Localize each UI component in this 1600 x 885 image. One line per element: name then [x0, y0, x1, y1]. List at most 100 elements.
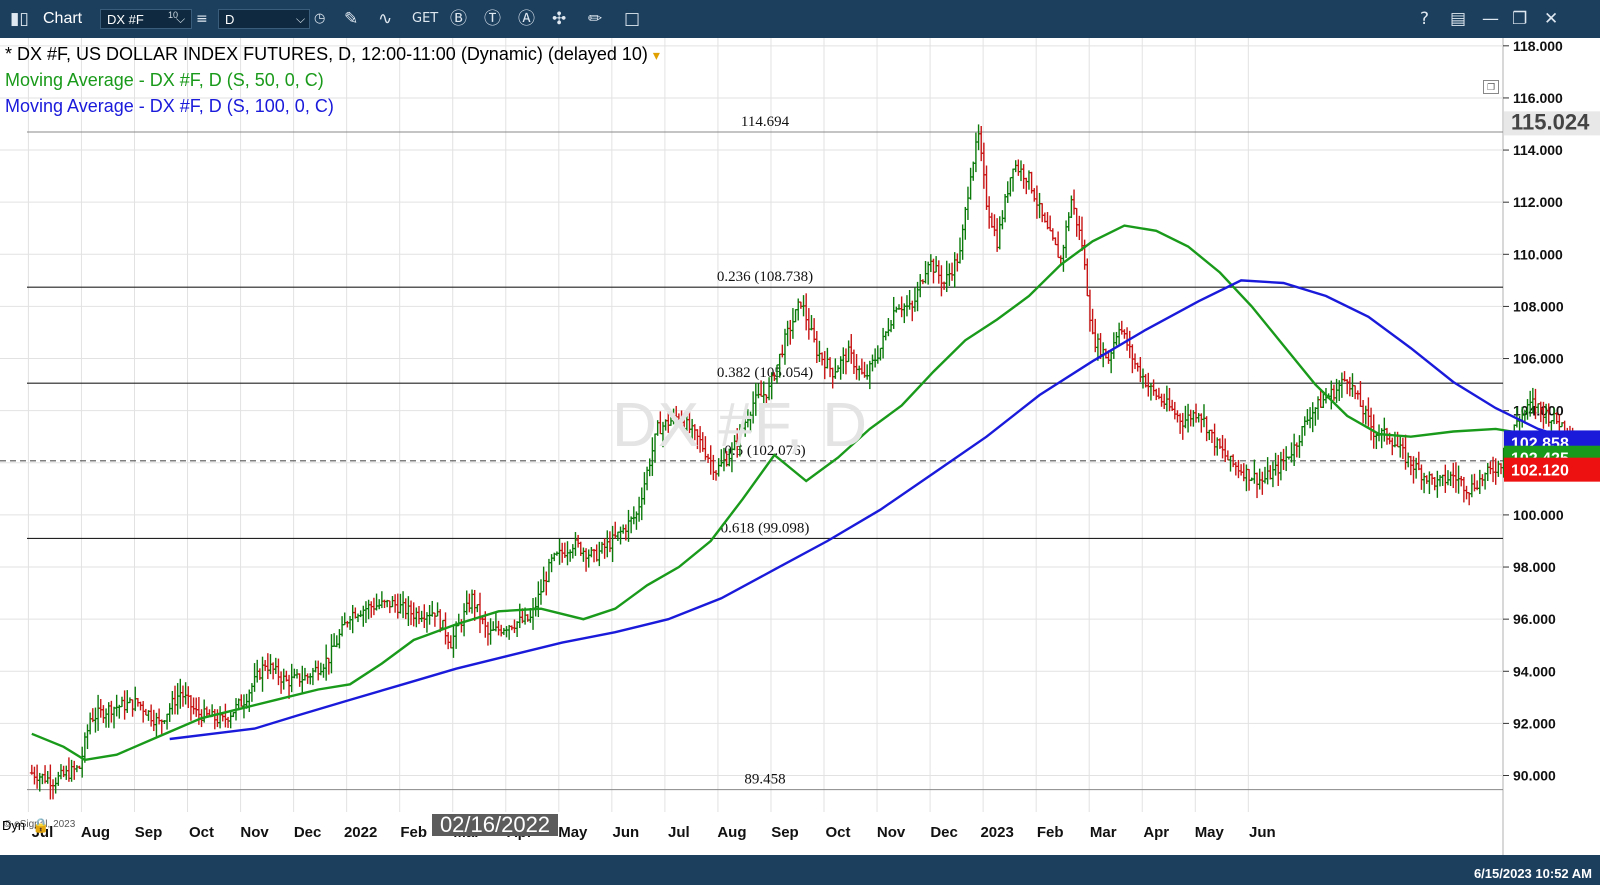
ohlc-bar: [194, 697, 199, 717]
ohlc-bar: [403, 598, 408, 620]
ohlc-bar: [72, 760, 77, 780]
comment-icon[interactable]: □: [624, 9, 641, 29]
ohlc-bar: [968, 167, 973, 200]
ohlc-bar: [186, 686, 191, 709]
ohlc-bar: [371, 597, 376, 616]
ohlc-bar: [1334, 378, 1339, 403]
help-icon[interactable]: ?: [1420, 9, 1430, 29]
ohlc-bar: [557, 538, 562, 565]
x-tick-label: Jun: [1249, 824, 1276, 841]
chevron-down-icon[interactable]: ⌵: [176, 12, 186, 26]
b-icon[interactable]: Ⓑ: [450, 9, 467, 29]
ohlc-bar: [1483, 472, 1488, 490]
ohlc-bar: [870, 354, 875, 372]
maximize-pane-icon[interactable]: ❐: [1483, 80, 1499, 94]
ohlc-bar: [260, 656, 265, 692]
ohlc-bar: [1459, 475, 1464, 487]
y-tick-label: 106.000: [1513, 351, 1564, 367]
ohlc-bar: [873, 348, 878, 368]
dynamic-mode-label[interactable]: Dyn: [2, 818, 26, 833]
crosshair-icon[interactable]: ✣: [552, 9, 567, 29]
ohlc-bar: [1422, 472, 1427, 494]
ohlc-bar: [1114, 331, 1119, 346]
chart-area[interactable]: Jul Aug Sep Oct Nov Dec 2022 Feb Mar Apr May Jun Jul…: [0, 38, 1600, 885]
x-tick-label: Jul: [32, 824, 54, 841]
minimize-icon[interactable]: —: [1482, 9, 1499, 29]
ohlc-bar: [1278, 451, 1283, 481]
chart-bars-icon[interactable]: ▮▯: [10, 9, 29, 29]
ohlc-bar: [615, 531, 620, 541]
lock-icon[interactable]: 🔒: [32, 817, 50, 833]
ohlc-bar: [414, 607, 419, 628]
clock-icon[interactable]: ◷: [314, 11, 326, 26]
ohlc-bar: [302, 667, 307, 681]
ohlc-bar: [446, 632, 451, 650]
ohlc-bar: [122, 690, 127, 720]
ohlc-bar: [499, 624, 504, 637]
ohlc-bar: [401, 591, 406, 619]
ohlc-bar: [1045, 211, 1050, 230]
t-icon[interactable]: Ⓣ: [484, 9, 501, 29]
ohlc-bar: [995, 218, 1000, 252]
ohlc-bar: [1424, 475, 1429, 484]
ohlc-bar: [114, 694, 119, 717]
symbol-input[interactable]: DX #F: [100, 9, 192, 29]
ohlc-bar: [589, 546, 594, 558]
ohlc-bar: [1024, 177, 1029, 195]
ohlc-bar: [308, 673, 313, 685]
get-icon[interactable]: GET: [412, 11, 439, 26]
x-tick-label: Jul: [668, 824, 690, 841]
interval-input[interactable]: D: [218, 9, 310, 29]
y-tick-label: 92.000: [1513, 715, 1556, 731]
a-icon[interactable]: Ⓐ: [518, 9, 535, 29]
ohlc-bar: [393, 594, 398, 613]
ohlc-bar: [1477, 469, 1482, 495]
ohlc-bar: [894, 306, 899, 313]
menu-lines-icon[interactable]: ≡: [196, 11, 208, 27]
legend-price-text: * DX #F, US DOLLAR INDEX FUTURES, D, 12:…: [5, 44, 648, 64]
ohlc-bar: [167, 703, 172, 722]
restore-icon[interactable]: ❐: [1512, 9, 1528, 29]
interval-chevron-down-icon[interactable]: ⌵: [296, 12, 306, 26]
bell-icon[interactable]: ▾: [652, 47, 660, 63]
y-tick-label: 94.000: [1513, 663, 1556, 679]
list-icon[interactable]: ▤: [1450, 9, 1467, 29]
ohlc-bar: [573, 532, 578, 556]
ohlc-bar: [252, 663, 257, 692]
ohlc-bar: [316, 660, 321, 681]
ohlc-bar: [806, 308, 811, 340]
legend-ma100[interactable]: Moving Average - DX #F, D (S, 100, 0, C): [5, 96, 334, 116]
ohlc-bar: [1384, 427, 1389, 445]
x-tick-label: May: [1195, 824, 1225, 841]
ohlc-bar: [1268, 465, 1273, 480]
ohlc-bar: [64, 765, 69, 780]
ohlc-bar: [581, 547, 586, 562]
y-tick-label: 116.000: [1513, 90, 1563, 106]
x-tick-label: Apr: [1143, 824, 1169, 841]
ohlc-bar: [594, 544, 599, 562]
close-icon[interactable]: ✕: [1544, 9, 1559, 29]
ohlc-bar: [1167, 387, 1172, 412]
ohlc-bar: [355, 613, 360, 623]
pencil-icon[interactable]: ✎: [344, 9, 359, 29]
x-tick-label: May: [558, 824, 588, 841]
wave-icon[interactable]: ∿: [378, 9, 393, 29]
ohlc-bar: [1090, 308, 1095, 335]
legend-price-series[interactable]: * DX #F, US DOLLAR INDEX FUTURES, D, 12:…: [5, 43, 660, 66]
last-price-box: 102.120: [1504, 457, 1600, 482]
ohlc-bar: [714, 470, 719, 481]
price-chart[interactable]: Jul Aug Sep Oct Nov Dec 2022 Feb Mar Apr May Jun Jul…: [0, 38, 1600, 858]
ohlc-bar: [96, 694, 101, 731]
ohlc-bar: [637, 496, 642, 522]
ohlc-bar: [239, 694, 244, 707]
ohlc-bar: [1260, 471, 1265, 495]
ohlc-bar: [507, 624, 512, 640]
ohlc-bar: [151, 709, 156, 732]
ohlc-bar: [80, 746, 85, 778]
ohlc-bar: [618, 526, 623, 545]
ohlc-bar: [212, 709, 217, 730]
ohlc-bar: [1037, 192, 1042, 219]
fib-level-label: 0.236 (108.738): [717, 269, 813, 285]
edit-icon[interactable]: ✏: [588, 9, 603, 29]
legend-ma50[interactable]: Moving Average - DX #F, D (S, 50, 0, C): [5, 70, 324, 90]
